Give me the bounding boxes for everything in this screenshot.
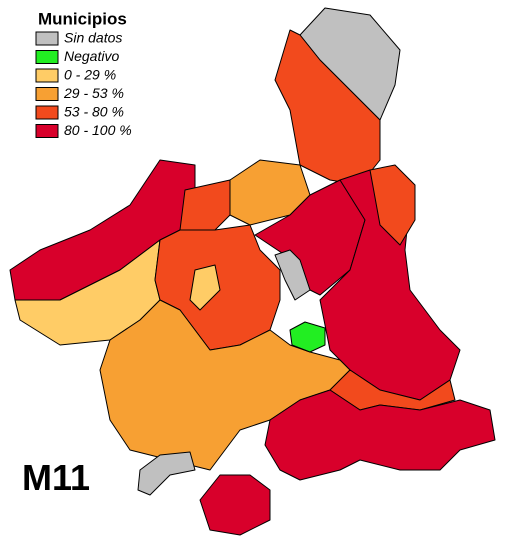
municipality: [274, 249, 311, 301]
legend-label: Negativo: [64, 48, 119, 64]
legend-label: 0 - 29 %: [64, 67, 116, 83]
legend-swatch: [35, 124, 59, 138]
legend: Municipios Sin datos Negativo 0 - 29 % 29 -…: [35, 9, 132, 138]
legend-swatch: [35, 87, 59, 101]
municipalities: [9, 7, 496, 536]
legend-swatch: [35, 31, 59, 46]
legend-title: Municipios: [38, 9, 127, 28]
legend-label: Sin datos: [64, 30, 122, 46]
legend-swatch: [35, 50, 59, 64]
municipality: [199, 474, 271, 536]
municipality: [264, 389, 496, 481]
municipality: [289, 321, 326, 353]
municipality: [369, 164, 416, 246]
legend-label: 53 - 80 %: [64, 104, 124, 120]
municipality: [137, 451, 196, 496]
municipality: [179, 179, 231, 231]
municipality: [189, 264, 221, 311]
map-label: M11: [22, 457, 90, 498]
legend-label: 29 - 53 %: [63, 85, 124, 101]
legend-label: 80 - 100 %: [64, 122, 132, 138]
legend-swatch: [35, 68, 59, 83]
legend-swatch: [35, 105, 59, 120]
